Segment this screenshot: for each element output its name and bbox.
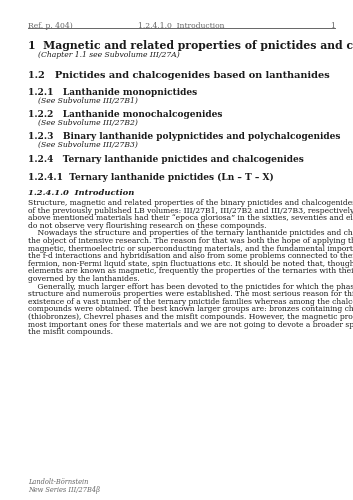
Text: Landolt-Börnstein: Landolt-Börnstein: [28, 478, 88, 486]
Text: Ref. p. 404): Ref. p. 404): [28, 22, 73, 30]
Text: the misfit compounds.: the misfit compounds.: [28, 328, 113, 336]
Text: compounds were obtained. The best known larger groups are: bronzes containing ch: compounds were obtained. The best known …: [28, 306, 353, 314]
Text: above mentioned materials had their “epoca gloriosa” in the sixties, seventies a: above mentioned materials had their “epo…: [28, 214, 353, 222]
Text: existence of a vast number of the ternary pnictide families whereas among the ch: existence of a vast number of the ternar…: [28, 298, 353, 306]
Text: 1.2.4   Ternary lanthanide pnictides and chalcogenides: 1.2.4 Ternary lanthanide pnictides and c…: [28, 155, 304, 164]
Text: most important ones for these materials and we are not going to devote a broader: most important ones for these materials …: [28, 320, 353, 328]
Text: 1.2.4.1  Ternary lanthanide pnictides (Ln – T – X): 1.2.4.1 Ternary lanthanide pnictides (Ln…: [28, 173, 274, 182]
Text: 1.2   Pnictides and chalcogenides based on lanthanides: 1.2 Pnictides and chalcogenides based on…: [28, 71, 330, 80]
Text: 1: 1: [330, 22, 335, 30]
Text: 1.2.4.1.0  Introduction: 1.2.4.1.0 Introduction: [28, 189, 134, 197]
Text: structure and numerous properties were established. The most serious reason for : structure and numerous properties were e…: [28, 290, 353, 298]
Text: 1.2.3   Binary lanthanide polypnictides and polychalcogenides: 1.2.3 Binary lanthanide polypnictides an…: [28, 132, 340, 141]
Text: 1  Magnetic and related properties of pnictides and chalcogenides: 1 Magnetic and related properties of pni…: [28, 40, 353, 51]
Text: 1.2.1   Lanthanide monopnictides: 1.2.1 Lanthanide monopnictides: [28, 88, 197, 97]
Text: do not observe very flourishing research on these compounds.: do not observe very flourishing research…: [28, 222, 267, 230]
Text: (Chapter 1.1 see Subvolume III/27A): (Chapter 1.1 see Subvolume III/27A): [38, 51, 180, 59]
Text: of the previously published LB volumes: III/27B1, III/27B2 and III/27B3, respect: of the previously published LB volumes: …: [28, 206, 353, 214]
Text: elements are known as magnetic, frequently the properties of the ternaries with : elements are known as magnetic, frequent…: [28, 268, 353, 276]
Text: 1.2.4.1.0  Introduction: 1.2.4.1.0 Introduction: [138, 22, 225, 30]
Text: Generally, much larger effort has been devoted to the pnictides for which the ph: Generally, much larger effort has been d…: [28, 282, 353, 290]
Text: magnetic, thermoelectric or superconducting materials, and the fundamental impor: magnetic, thermoelectric or superconduct…: [28, 244, 353, 252]
Text: Structure, magnetic and related properties of the binary pnictides and chalcogen: Structure, magnetic and related properti…: [28, 199, 353, 207]
Text: 1.2.2   Lanthanide monochalcogenides: 1.2.2 Lanthanide monochalcogenides: [28, 110, 222, 119]
Text: (See Subvolume III/27B2): (See Subvolume III/27B2): [38, 119, 138, 127]
Text: (thiobronzes), Chevrel phases and the misfit compounds. However, the magnetic pr: (thiobronzes), Chevrel phases and the mi…: [28, 313, 353, 321]
Text: Nowadays the structure and properties of the ternary lanthanide pnictides and ch: Nowadays the structure and properties of…: [28, 230, 353, 237]
Text: governed by the lanthanides.: governed by the lanthanides.: [28, 275, 140, 283]
Text: fermion, non-Fermi liquid state, spin fluctuations etc. It should be noted that,: fermion, non-Fermi liquid state, spin fl…: [28, 260, 353, 268]
Text: New Series III/27B4β: New Series III/27B4β: [28, 486, 100, 494]
Text: the object of intensive research. The reason for that was both the hope of apply: the object of intensive research. The re…: [28, 237, 353, 245]
Text: (See Subvolume III/27B1): (See Subvolume III/27B1): [38, 97, 138, 105]
Text: (See Subvolume III/27B3): (See Subvolume III/27B3): [38, 141, 138, 149]
Text: the f-d interactions and hybridisation and also from some problems connected to : the f-d interactions and hybridisation a…: [28, 252, 353, 260]
